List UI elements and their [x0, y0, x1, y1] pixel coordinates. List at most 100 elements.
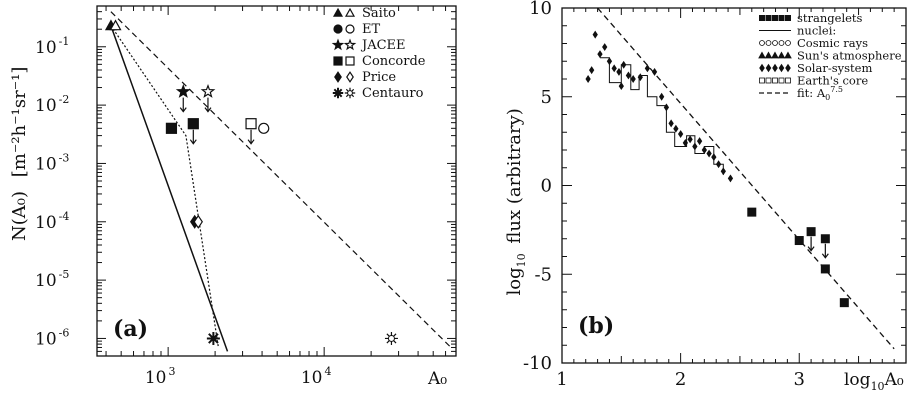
nuclei-point	[606, 57, 613, 66]
x-tick-label: 10 3	[145, 365, 176, 388]
y-axis-label-sub: 10	[515, 253, 528, 267]
x-axis-label: A₀	[427, 369, 447, 389]
nuclei-point	[687, 135, 693, 144]
x-tick-exp: 3	[168, 365, 175, 378]
data-point-jacee	[175, 83, 191, 98]
y-tick-exp: -4	[59, 210, 70, 223]
legend-item-price: Price	[334, 70, 396, 85]
legend-marker-circle	[765, 40, 772, 46]
fit-line-dotted	[110, 25, 219, 348]
x-tick-label: 1	[556, 369, 567, 390]
y-tick-base: 10	[35, 271, 57, 291]
x-tick-label: 2	[675, 369, 686, 390]
nuclei-point	[592, 30, 598, 39]
strangelet-upper-limit-arrow	[821, 243, 829, 259]
legend-marker-triangle	[777, 51, 786, 59]
legend-fit-exp: 7.5	[830, 85, 843, 94]
legend-item-6: fit: A07.5	[759, 85, 843, 102]
y-tick-exp: -6	[59, 326, 70, 339]
legend-marker-circle	[778, 40, 785, 46]
data-point-concorde	[165, 122, 178, 134]
legend-item-0: strangelets	[759, 11, 863, 25]
nuclei-point	[618, 82, 624, 91]
nuclei-point	[611, 64, 617, 73]
nuclei-point	[692, 142, 698, 151]
legend-marker-open-star	[343, 38, 357, 51]
y-tick-label: 10 -3	[35, 151, 69, 174]
x-tick-label: 3	[794, 369, 805, 390]
x-tick-base: 10	[301, 368, 323, 388]
y-tick-label: 10 -1	[35, 35, 69, 58]
nuclei-point	[637, 73, 643, 82]
legend-marker-open-square	[778, 77, 785, 84]
legend-item-2: Cosmic rays	[759, 36, 868, 50]
data-point-centauro-core	[387, 334, 395, 342]
y-axis-label-main: N(A₀)	[9, 191, 30, 241]
legend-marker-circle	[772, 40, 778, 46]
nuclei-point	[644, 64, 651, 73]
fit-line-solid	[110, 25, 229, 352]
y-tick-label: -10	[523, 353, 552, 374]
legend-label: Solar-system	[797, 61, 872, 75]
legend-marker-open-square	[345, 56, 355, 66]
legend-marker-filled-circle	[333, 24, 343, 34]
legend-marker-triangle	[784, 51, 792, 59]
legend-item-3: Sun's atmosphere	[758, 49, 902, 63]
legend-label: Earth's core	[797, 74, 868, 88]
fit-line	[597, 7, 895, 350]
nuclei-point	[720, 167, 726, 176]
nuclei-point	[677, 130, 684, 138]
y-tick-base: 10	[35, 213, 57, 233]
legend-marker-filled-triangle	[332, 7, 344, 17]
nuclei-point	[625, 71, 632, 80]
legend-marker-diamond	[785, 63, 791, 73]
nuclei-point	[597, 50, 603, 59]
legend-item-5: Earth's core	[759, 74, 868, 88]
legend-marker-circle	[785, 40, 791, 46]
y-tick-label: 10 -5	[35, 268, 69, 291]
data-point-centauro	[206, 331, 220, 345]
legend-marker-square	[778, 15, 785, 21]
nuclei-point	[706, 149, 712, 158]
nuclei-point	[663, 103, 670, 112]
nuclei-point	[651, 67, 658, 76]
legend-item-concorde: Concorde	[333, 54, 426, 69]
y-tick-exp: -5	[59, 268, 70, 281]
legend-label-text: fit:	[797, 86, 817, 100]
nuclei-point	[696, 137, 703, 146]
legend-marker-filled-square	[333, 56, 343, 66]
nuclei-point	[659, 92, 665, 101]
upper-limit-arrow-jacee	[179, 97, 187, 113]
data-point-jacee	[200, 83, 216, 98]
y-tick-base: 10	[35, 96, 57, 116]
data-point-concorde	[187, 118, 199, 130]
legend-item-et: ET	[333, 22, 380, 37]
legend-label-text: Cosmic rays	[797, 36, 868, 50]
nuclei-point	[602, 43, 608, 52]
y-axis-label: N(A₀) [m⁻²h⁻¹sr⁻¹]	[9, 67, 30, 241]
y-tick-label: 10 -6	[35, 326, 69, 349]
legend-marker-triangle	[764, 51, 773, 59]
nuclei-point	[727, 174, 734, 183]
upper-limit-arrow-concorde	[247, 129, 255, 145]
legend-marker-filled-asterisk	[332, 87, 344, 99]
y-axis-label-rest: flux (arbitrary)	[504, 108, 525, 249]
data-point-concorde	[245, 118, 257, 130]
y-tick-exp: -3	[59, 151, 70, 164]
legend-label: nuclei:	[797, 24, 836, 38]
x-tick-label: 10 4	[301, 365, 332, 388]
legend-marker-open-square	[772, 77, 778, 84]
legend-marker-diamond	[765, 63, 772, 73]
y-axis-label-units: [m⁻²h⁻¹sr⁻¹]	[9, 67, 30, 183]
legend-item-saito: Saito	[332, 6, 396, 21]
nuclei-point	[715, 160, 722, 169]
strangelet-point	[806, 227, 816, 237]
y-tick-label: 5	[541, 87, 552, 108]
legend-marker-open-diamond	[346, 71, 354, 83]
y-tick-label: 0	[541, 176, 552, 197]
upper-limit-arrow-jacee	[204, 97, 212, 113]
legend-item-1: nuclei:	[759, 24, 836, 38]
strangelet-point	[747, 207, 757, 217]
y-tick-exp: -2	[59, 93, 70, 106]
nuclei-point	[711, 153, 717, 162]
